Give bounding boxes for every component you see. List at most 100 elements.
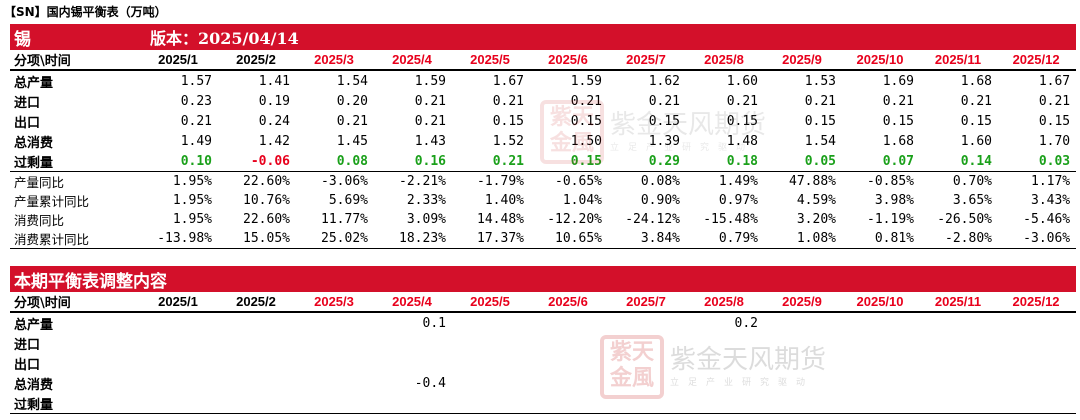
month-header: 2025/3 [296, 50, 374, 71]
title-bar: 锡版本：2025/04/14 [10, 24, 1077, 50]
table-cell [998, 333, 1076, 353]
table-cell: 1.40% [484, 193, 524, 208]
table-cell [296, 312, 374, 333]
table-cell: 0.15 [570, 113, 602, 129]
table-row: 产量同比 1.95% 22.60% -3.06% -2.21% -1.79% -0.65% 0… [10, 171, 1077, 191]
month-header: 2025/11 [920, 292, 998, 313]
table-cell [140, 353, 218, 373]
table-cell: -2.80% [920, 229, 998, 249]
table-cell: 1.52 [492, 133, 524, 149]
table-cell [686, 373, 764, 393]
table-cell: 0.15 [804, 113, 836, 129]
row-label: 消费同比 [14, 213, 65, 228]
month-header: 2025/5 [452, 50, 530, 71]
header-label: 分项\时间 [10, 292, 140, 313]
table-cell [374, 393, 452, 414]
table-cell: 10.76% [243, 193, 290, 208]
table-cell: 0.21 [726, 93, 758, 109]
row-label: 产量同比 [10, 171, 140, 191]
table-cell: -15.48% [703, 212, 758, 227]
table-cell: -13.98% [140, 229, 218, 249]
month-header: 2025/7 [608, 292, 686, 313]
table-cell: 1.42 [258, 133, 290, 149]
table-cell: 0.07 [882, 153, 914, 169]
table-cell: 3.65% [952, 193, 992, 208]
table-cell: 1.45 [336, 133, 368, 149]
row-label: 总消费 [14, 135, 54, 151]
table-cell [608, 393, 686, 414]
table-cell: 1.39 [648, 133, 680, 149]
table-cell [530, 353, 608, 373]
table-cell [452, 312, 530, 333]
table-cell: 0.2 [734, 315, 758, 331]
month-header: 2025/10 [842, 50, 920, 71]
table-cell: 1.68 [882, 133, 914, 149]
table-cell: 1.69 [882, 73, 914, 89]
table-cell [998, 373, 1076, 393]
table-row: 进口 0.23 0.19 0.20 0.21 0.21 0.21 0.21 0.21 0.21 0.… [10, 91, 1076, 111]
table-cell: 0.1 [422, 315, 446, 331]
table-cell: 0.15 [570, 153, 602, 169]
table-cell: 0.79% [686, 229, 764, 249]
table-cell: 0.08 [336, 153, 368, 169]
table-cell: 1.60 [960, 133, 992, 149]
table-cell: 1.54 [336, 73, 368, 89]
table-cell [218, 373, 296, 393]
table-cell [764, 393, 842, 414]
month-header: 2025/12 [998, 50, 1077, 71]
table-cell: 0.19 [258, 93, 290, 109]
table-cell: -26.50% [937, 212, 992, 227]
table-cell [920, 373, 998, 393]
table-cell [920, 333, 998, 353]
row-label: 出口 [14, 357, 41, 373]
row-label: 总产量 [14, 75, 54, 91]
table-cell: 1.54 [804, 133, 836, 149]
row-label: 过剩量 [14, 155, 54, 171]
table-cell: 0.24 [258, 113, 290, 129]
adjustment-table: 本期平衡表调整内容 分项\时间 2025/1 2025/2 2025/3 2025/4 20… [10, 266, 1077, 414]
month-header: 2025/2 [218, 50, 296, 71]
table-cell: 1.95% [172, 193, 212, 208]
table-cell: 0.15 [960, 113, 992, 129]
table-cell: 5.69% [328, 193, 368, 208]
table-cell: 3.43% [1031, 193, 1071, 208]
month-header: 2025/6 [530, 50, 608, 71]
table-cell: 1.67 [1038, 73, 1071, 89]
table-cell: -0.06 [250, 153, 290, 169]
table-cell: 1.48 [726, 133, 758, 149]
row-label: 进口 [14, 337, 41, 353]
table-cell [452, 333, 530, 353]
month-header: 2025/1 [140, 50, 218, 71]
table-cell: -12.20% [547, 212, 602, 227]
table-cell [842, 333, 920, 353]
table-cell: 0.08% [608, 171, 686, 191]
table-cell [764, 333, 842, 353]
table-cell [296, 393, 374, 414]
table-cell: 1.95% [172, 212, 212, 227]
table-cell [608, 373, 686, 393]
table-cell [530, 312, 608, 333]
table-cell: 1.67 [492, 73, 524, 89]
table-cell [140, 393, 218, 414]
table-cell [998, 353, 1076, 373]
table-cell: 0.90% [640, 193, 680, 208]
table-cell: 0.29 [648, 153, 680, 169]
table-cell: 18.23% [374, 229, 452, 249]
row-label: 出口 [14, 115, 41, 131]
table-cell: 1.17% [998, 171, 1077, 191]
table-cell [686, 333, 764, 353]
table-cell: 1.49% [686, 171, 764, 191]
table-cell: 10.65% [530, 229, 608, 249]
table-cell: 22.60% [243, 212, 290, 227]
table-cell [998, 393, 1077, 414]
table-cell [842, 353, 920, 373]
table-cell: 0.21 [492, 93, 524, 109]
table-cell [374, 333, 452, 353]
table-cell: 25.02% [296, 229, 374, 249]
table-cell [218, 393, 296, 414]
row-label: 总产量 [14, 317, 54, 333]
table-row: 出口 0.21 0.24 0.21 0.21 0.15 0.15 0.15 0.15 0.15 0.… [10, 111, 1076, 131]
row-label: 消费累计同比 [10, 229, 140, 249]
table-cell: 0.15 [726, 113, 758, 129]
table-cell [296, 353, 374, 373]
